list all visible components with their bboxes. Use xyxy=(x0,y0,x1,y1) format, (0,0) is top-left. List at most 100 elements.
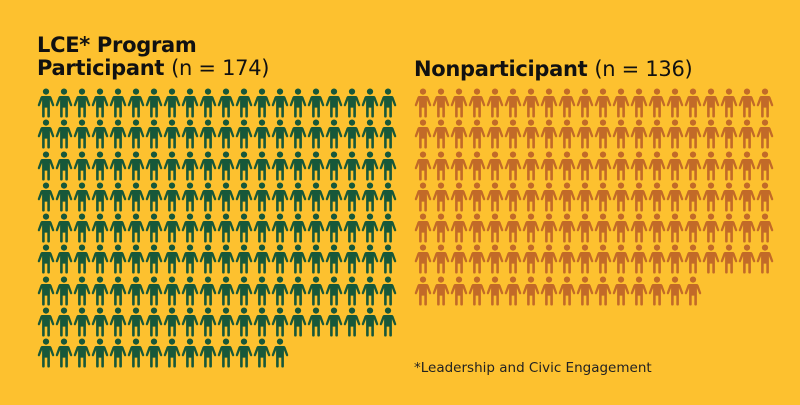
person-icon xyxy=(504,244,522,274)
person-icon xyxy=(414,151,432,181)
person-icon xyxy=(199,338,217,368)
person-icon xyxy=(73,338,91,368)
person-icon xyxy=(379,213,397,243)
person-icon xyxy=(756,151,774,181)
nonparticipant-n-label: (n = 136) xyxy=(594,57,693,81)
person-icon xyxy=(325,88,343,118)
person-icon xyxy=(684,213,702,243)
person-icon xyxy=(432,182,450,212)
person-icon xyxy=(630,213,648,243)
person-icon xyxy=(468,88,486,118)
person-icon xyxy=(109,307,127,337)
person-icon xyxy=(361,151,379,181)
person-icon xyxy=(163,307,181,337)
person-icon xyxy=(91,119,109,149)
person-icon xyxy=(163,182,181,212)
person-icon xyxy=(379,276,397,306)
person-icon xyxy=(235,88,253,118)
person-icon xyxy=(702,244,720,274)
person-icon xyxy=(307,119,325,149)
person-icon xyxy=(361,244,379,274)
person-icon xyxy=(307,182,325,212)
person-icon xyxy=(594,119,612,149)
person-icon xyxy=(235,307,253,337)
person-icon xyxy=(217,213,235,243)
person-icon xyxy=(379,182,397,212)
person-icon xyxy=(630,119,648,149)
person-icon xyxy=(109,244,127,274)
person-icon xyxy=(343,88,361,118)
person-icon xyxy=(343,182,361,212)
person-icon xyxy=(648,182,666,212)
person-icon xyxy=(630,276,648,306)
person-icon xyxy=(253,338,271,368)
nonparticipant-title: Nonparticipant (n = 136) xyxy=(414,58,774,86)
person-icon xyxy=(253,119,271,149)
person-icon xyxy=(199,182,217,212)
person-icon xyxy=(414,244,432,274)
person-icon xyxy=(127,182,145,212)
person-icon xyxy=(73,244,91,274)
person-icon xyxy=(199,119,217,149)
person-icon xyxy=(648,244,666,274)
person-icon xyxy=(145,88,163,118)
person-icon xyxy=(576,213,594,243)
person-icon xyxy=(612,119,630,149)
person-icon xyxy=(738,119,756,149)
person-icon xyxy=(522,276,540,306)
person-icon xyxy=(486,182,504,212)
person-icon xyxy=(666,244,684,274)
person-icon xyxy=(576,244,594,274)
person-icon xyxy=(666,151,684,181)
person-icon xyxy=(522,182,540,212)
person-icon xyxy=(235,182,253,212)
person-icon xyxy=(91,338,109,368)
person-icon xyxy=(235,276,253,306)
person-icon xyxy=(163,244,181,274)
person-icon xyxy=(271,276,289,306)
person-icon xyxy=(37,244,55,274)
person-icon xyxy=(343,244,361,274)
person-icon xyxy=(648,88,666,118)
person-icon xyxy=(522,244,540,274)
person-icon xyxy=(289,307,307,337)
person-icon xyxy=(91,182,109,212)
person-icon xyxy=(37,276,55,306)
person-icon xyxy=(738,213,756,243)
person-icon xyxy=(289,182,307,212)
person-icon xyxy=(558,276,576,306)
person-icon xyxy=(55,182,73,212)
person-icon xyxy=(127,213,145,243)
person-icon xyxy=(91,151,109,181)
person-icon xyxy=(325,244,343,274)
person-icon xyxy=(127,307,145,337)
person-icon xyxy=(379,307,397,337)
person-icon xyxy=(702,151,720,181)
person-icon xyxy=(720,88,738,118)
person-icon xyxy=(468,182,486,212)
person-icon xyxy=(37,307,55,337)
person-icon xyxy=(648,276,666,306)
person-icon xyxy=(576,88,594,118)
person-icon xyxy=(720,151,738,181)
person-icon xyxy=(361,119,379,149)
person-icon xyxy=(217,276,235,306)
person-icon xyxy=(468,213,486,243)
person-icon xyxy=(127,151,145,181)
person-icon xyxy=(55,151,73,181)
person-icon xyxy=(558,88,576,118)
person-icon xyxy=(756,119,774,149)
person-icon xyxy=(145,338,163,368)
person-icon xyxy=(253,182,271,212)
person-icon xyxy=(540,119,558,149)
person-icon xyxy=(325,213,343,243)
person-icon xyxy=(343,213,361,243)
person-icon xyxy=(109,182,127,212)
person-icon xyxy=(73,119,91,149)
person-icon xyxy=(235,151,253,181)
person-icon xyxy=(37,119,55,149)
person-icon xyxy=(684,88,702,118)
person-icon xyxy=(235,213,253,243)
person-icon xyxy=(199,213,217,243)
person-icon xyxy=(163,88,181,118)
